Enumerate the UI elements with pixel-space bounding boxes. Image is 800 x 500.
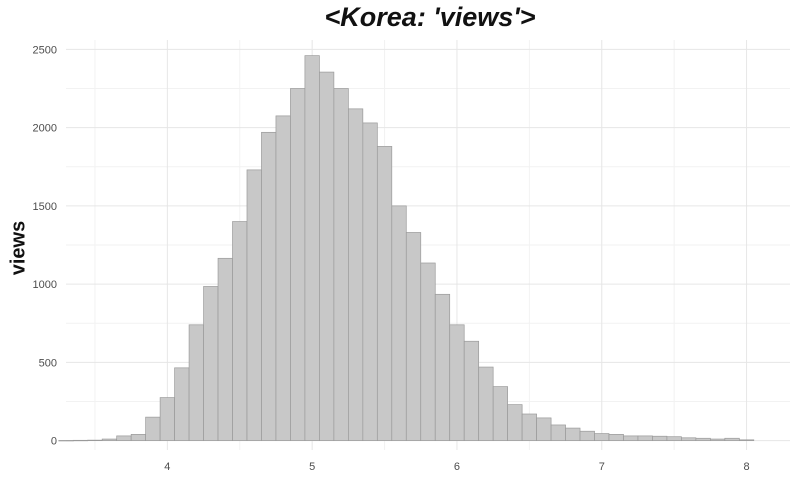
- histogram-bar: [637, 435, 653, 441]
- y-tick-label: 2500: [33, 44, 57, 56]
- histogram-bar: [116, 435, 132, 441]
- histogram-bar: [188, 324, 204, 441]
- histogram-bar: [58, 440, 74, 442]
- histogram-bar: [362, 122, 378, 441]
- histogram-bar: [420, 262, 436, 441]
- histogram-bar: [333, 88, 349, 441]
- histogram-bar: [275, 115, 291, 441]
- y-tick-label: 1500: [33, 201, 57, 213]
- histogram-bar: [376, 146, 393, 441]
- histogram-bar: [550, 424, 566, 441]
- histogram-bar: [507, 404, 523, 441]
- histogram-bar: [434, 293, 451, 441]
- histogram-bar: [159, 397, 175, 441]
- histogram-bar: [681, 437, 697, 441]
- histogram-bar: [666, 436, 682, 441]
- x-tick-label: 8: [743, 461, 749, 473]
- histogram-bar: [304, 55, 320, 441]
- histogram-bar: [608, 434, 624, 441]
- histogram-bar: [492, 386, 508, 441]
- y-tick-label: 1000: [33, 279, 57, 291]
- histogram-bar: [695, 437, 711, 441]
- histogram-bar: [145, 416, 161, 441]
- histogram-bar: [536, 417, 552, 441]
- y-tick-labels: 0 500 1000 1500 2000 2500: [33, 44, 57, 447]
- histogram-bar: [217, 257, 233, 441]
- histogram-bar: [348, 108, 364, 441]
- histogram-bar: [319, 71, 335, 441]
- histogram-bar: [232, 221, 248, 441]
- histogram-bar: [130, 434, 146, 441]
- histogram-bar: [478, 366, 494, 441]
- histogram-bar: [261, 131, 277, 441]
- histogram-bar: [652, 435, 668, 441]
- histogram-bar: [290, 88, 306, 441]
- x-tick-label: 7: [599, 461, 605, 473]
- histogram-bar: [203, 286, 219, 441]
- y-tick-label: 500: [39, 357, 57, 369]
- histogram-bar: [579, 430, 595, 441]
- histogram-bar: [463, 340, 480, 441]
- histogram-bar: [405, 232, 422, 441]
- histogram-bar: [521, 413, 537, 441]
- x-tick-label: 5: [309, 461, 315, 473]
- x-tick-labels: 4 5 6 7 8: [164, 461, 749, 473]
- y-tick-label: 2000: [33, 123, 57, 135]
- histogram-bar: [710, 438, 726, 441]
- histogram-bar: [565, 427, 581, 441]
- histogram-bar: [101, 438, 118, 441]
- y-tick-label: 0: [51, 436, 57, 448]
- histogram-bar: [391, 205, 407, 441]
- histogram-bar: [623, 435, 639, 441]
- histogram-bar: [72, 439, 89, 442]
- x-tick-label: 6: [454, 461, 460, 473]
- histogram-bar: [87, 439, 103, 441]
- bars: [58, 55, 755, 442]
- histogram-bar: [724, 437, 740, 441]
- x-tick-label: 4: [164, 461, 170, 473]
- histogram-bar: [449, 324, 465, 441]
- histogram-bar: [738, 439, 755, 441]
- histogram-bar: [174, 367, 190, 441]
- chart-title: <Korea: 'views'>: [324, 2, 536, 32]
- histogram-bar: [594, 433, 610, 441]
- histogram-bar: [246, 169, 262, 441]
